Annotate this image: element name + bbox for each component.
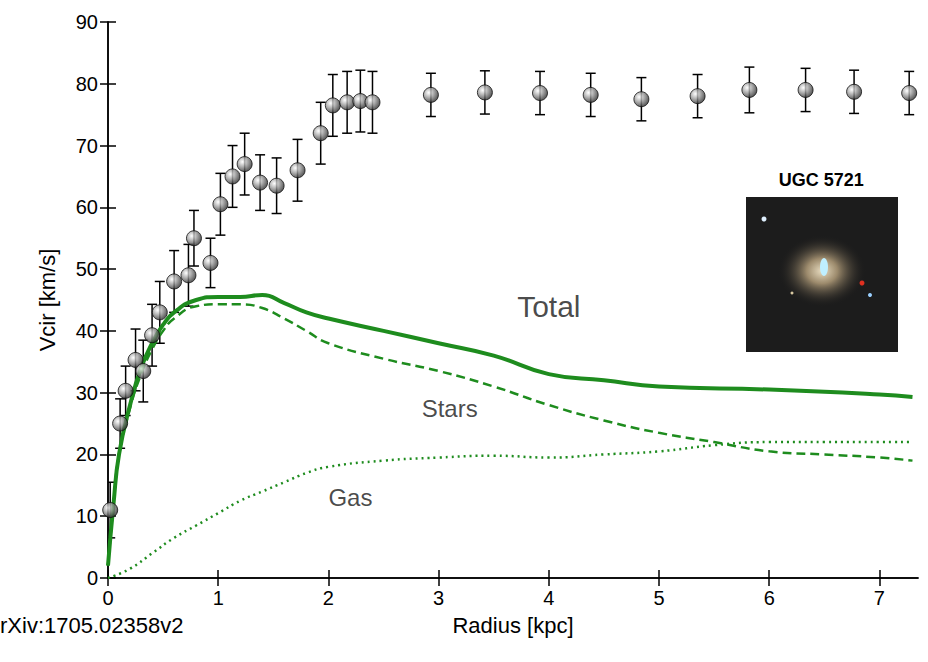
svg-text:10: 10	[76, 505, 98, 527]
svg-text:50: 50	[76, 258, 98, 280]
svg-text:70: 70	[76, 135, 98, 157]
svg-text:3: 3	[433, 587, 444, 609]
svg-text:5: 5	[653, 587, 664, 609]
svg-text:60: 60	[76, 196, 98, 218]
svg-text:2: 2	[323, 587, 334, 609]
svg-text:0: 0	[102, 587, 113, 609]
svg-text:30: 30	[76, 382, 98, 404]
svg-text:0: 0	[87, 567, 98, 589]
svg-text:Vcir [km/s]: Vcir [km/s]	[35, 249, 60, 352]
svg-text:90: 90	[76, 11, 98, 33]
svg-text:40: 40	[76, 320, 98, 342]
svg-text:1: 1	[213, 587, 224, 609]
svg-text:80: 80	[76, 73, 98, 95]
svg-text:UGC 5721: UGC 5721	[779, 170, 864, 190]
svg-text:rXiv:1705.02358v2: rXiv:1705.02358v2	[0, 613, 183, 638]
svg-text:Total: Total	[517, 290, 580, 323]
svg-text:20: 20	[76, 443, 98, 465]
svg-text:7: 7	[874, 587, 885, 609]
svg-text:6: 6	[764, 587, 775, 609]
svg-text:Gas: Gas	[328, 484, 372, 511]
svg-text:4: 4	[543, 587, 554, 609]
svg-text:Stars: Stars	[422, 395, 478, 422]
svg-text:Radius [kpc]: Radius [kpc]	[452, 613, 573, 638]
